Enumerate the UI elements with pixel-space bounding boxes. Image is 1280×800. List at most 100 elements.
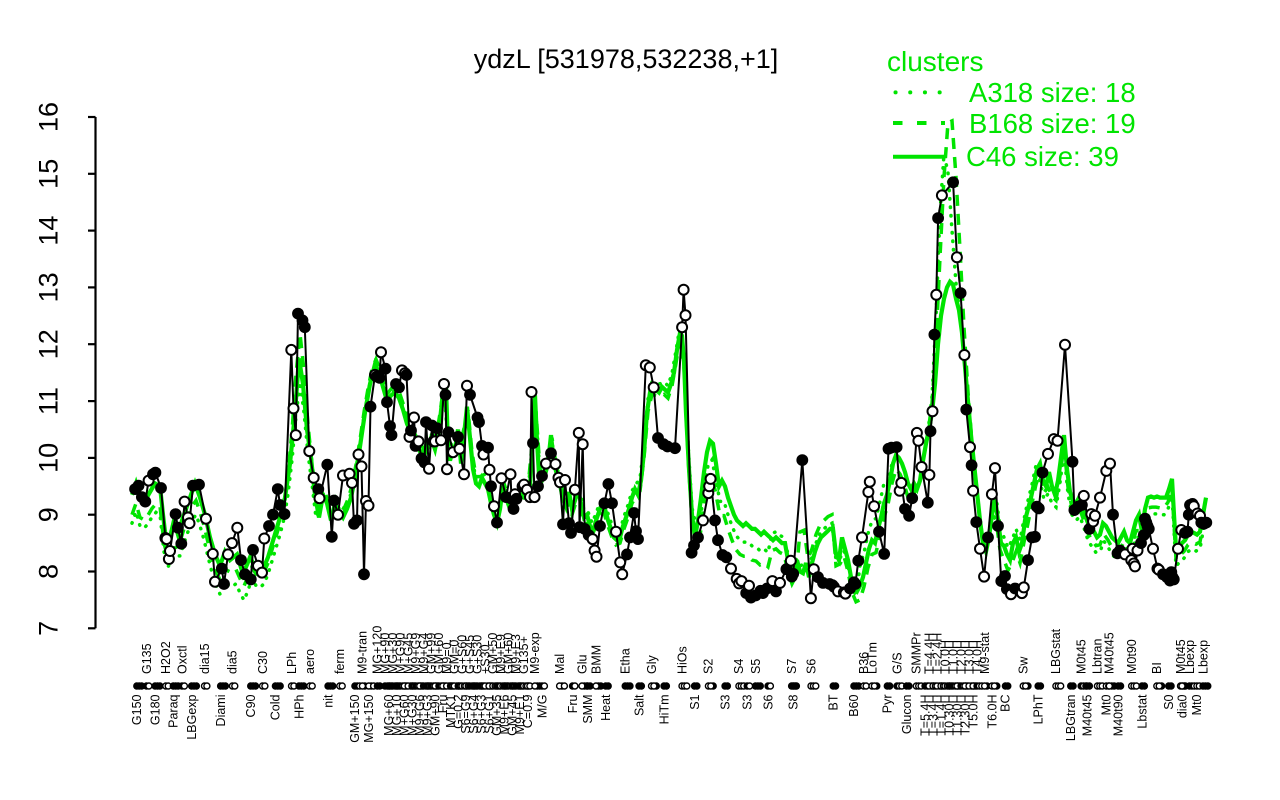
svg-text:H2O2: H2O2: [159, 641, 173, 674]
svg-text:G+S30: G+S30: [471, 635, 485, 674]
svg-text:M9+G4: M9+G4: [417, 633, 431, 674]
svg-text:Heat: Heat: [599, 694, 613, 721]
svg-text:MG+30: MG+30: [386, 633, 400, 674]
svg-text:MG+90: MG+90: [378, 633, 392, 674]
svg-text:S6+G4: S6+G4: [467, 694, 481, 733]
svg-text:Glu: Glu: [575, 655, 589, 675]
svg-text:HPh: HPh: [292, 694, 306, 718]
svg-text:7: 7: [34, 621, 64, 636]
svg-text:9: 9: [34, 507, 64, 522]
svg-text:M+G90: M+G90: [394, 633, 408, 674]
svg-text:G+S60: G+S60: [455, 635, 469, 674]
svg-text:S6+G1: S6+G1: [482, 694, 496, 733]
svg-text:T4.0H: T4.0H: [970, 640, 984, 674]
svg-text:MG+120: MG+120: [371, 626, 385, 674]
svg-text:aero: aero: [303, 649, 317, 674]
svg-text:HiTm: HiTm: [657, 695, 671, 725]
svg-text:SMMPr: SMMPr: [910, 632, 924, 674]
svg-text:M/G: M/G: [535, 695, 549, 719]
svg-text:Oxctl: Oxctl: [175, 646, 189, 674]
svg-text:LBGexp: LBGexp: [185, 694, 199, 739]
svg-text:B36: B36: [857, 652, 871, 674]
svg-text:G180: G180: [148, 694, 162, 725]
svg-text:M9+E6: M9+E6: [498, 694, 512, 734]
svg-text:Glucon: Glucon: [900, 694, 914, 734]
svg-text:M9+E3: M9+E3: [509, 634, 523, 674]
svg-text:T6.0H: T6.0H: [985, 695, 999, 729]
svg-text:T2.30H: T2.30H: [958, 695, 972, 736]
svg-text:GM+150: GM+150: [348, 694, 362, 742]
svg-text:SMM: SMM: [581, 695, 595, 724]
svg-text:S6: S6: [761, 694, 775, 709]
svg-text:BMM: BMM: [589, 645, 603, 674]
svg-text:M9-stat: M9-stat: [978, 632, 992, 674]
svg-text:M+G45: M+G45: [401, 633, 415, 674]
svg-text:Gly: Gly: [645, 655, 659, 675]
svg-text:T0.30H: T0.30H: [942, 695, 956, 736]
svg-text:Fru: Fru: [436, 694, 450, 713]
svg-text:T=2.4H: T=2.4H: [930, 633, 944, 674]
svg-text:Mt0: Mt0: [1190, 694, 1204, 715]
svg-text:BC: BC: [999, 695, 1013, 712]
svg-text:G135: G135: [140, 643, 154, 674]
svg-text:T0.0H: T0.0H: [938, 640, 952, 674]
svg-text:S1: S1: [688, 694, 702, 709]
svg-text:LPh: LPh: [285, 652, 299, 674]
svg-text:LBGstat: LBGstat: [1049, 628, 1063, 674]
svg-text:GM=0.: GM=0.: [448, 636, 462, 674]
svg-text:BI: BI: [1150, 662, 1164, 674]
svg-text:C30: C30: [256, 651, 270, 674]
svg-text:S0: S0: [1162, 694, 1176, 709]
svg-text:Pyr: Pyr: [881, 695, 895, 714]
svg-text:M9-exp: M9-exp: [528, 632, 542, 674]
svg-text:GM+35: GM+35: [490, 694, 504, 735]
svg-text:Diami: Diami: [214, 695, 228, 727]
svg-text:T=5.4H: T=5.4H: [918, 695, 932, 736]
svg-text:G135+: G135+: [517, 636, 531, 674]
svg-text:S3: S3: [741, 694, 755, 709]
svg-text:T5.0H: T5.0H: [966, 695, 980, 729]
svg-text:ferm: ferm: [333, 649, 347, 674]
svg-text:T=4.4H: T=4.4H: [922, 633, 936, 674]
svg-text:M+G60: M+G60: [398, 694, 412, 735]
svg-text:Cold: Cold: [269, 694, 283, 720]
svg-text:S4: S4: [732, 659, 746, 674]
svg-text:LoTm: LoTm: [865, 642, 879, 674]
svg-text:Mt0: Mt0: [1100, 694, 1114, 715]
svg-text:S8: S8: [786, 694, 800, 709]
svg-text:LPhT: LPhT: [1031, 694, 1045, 724]
svg-text:MTK1: MTK1: [444, 694, 458, 727]
svg-text:T2.0H: T2.0H: [954, 640, 968, 674]
svg-text:M9+G3: M9+G3: [421, 694, 435, 735]
svg-text:M9+G6: M9+G6: [413, 694, 427, 735]
svg-text:11: 11: [34, 387, 64, 415]
svg-text:S6: S6: [804, 659, 818, 674]
svg-text:M40t90: M40t90: [1112, 694, 1126, 736]
svg-text:M9+E1: M9+E1: [513, 694, 527, 734]
svg-text:GM+50: GM+50: [486, 633, 500, 674]
svg-text:Mal: Mal: [553, 654, 567, 674]
svg-text:T=1.4H: T=1.4H: [934, 695, 948, 736]
svg-text:16: 16: [34, 102, 64, 132]
svg-text:+S30: +S30: [478, 644, 492, 674]
svg-text:12: 12: [34, 329, 64, 359]
svg-text:G+S45: G+S45: [463, 635, 477, 674]
svg-text:GM+45: GM+45: [505, 694, 519, 735]
svg-text:A318 size: 18: A318 size: 18: [969, 77, 1136, 108]
svg-text:MG+150: MG+150: [362, 694, 376, 742]
svg-text:Lbexp: Lbexp: [1183, 640, 1197, 674]
svg-text:M40t45: M40t45: [1103, 632, 1117, 674]
svg-text:dia0: dia0: [1175, 694, 1189, 718]
svg-text:M9-tran: M9-tran: [356, 631, 370, 674]
svg-text:clusters: clusters: [887, 46, 983, 77]
svg-text:Lbexp: Lbexp: [1196, 640, 1210, 674]
svg-text:Lbtran: Lbtran: [1091, 639, 1105, 674]
svg-text:M0t45: M0t45: [1174, 639, 1188, 674]
svg-text:S2: S2: [702, 659, 716, 674]
svg-text:C=0.9: C=0.9: [521, 694, 535, 728]
svg-text:Paraq: Paraq: [167, 694, 181, 727]
svg-text:T3.0H: T3.0H: [962, 640, 976, 674]
svg-text:nit: nit: [321, 694, 335, 708]
svg-text:LBGtran: LBGtran: [1064, 694, 1078, 741]
svg-text:MG+10: MG+10: [390, 694, 404, 735]
